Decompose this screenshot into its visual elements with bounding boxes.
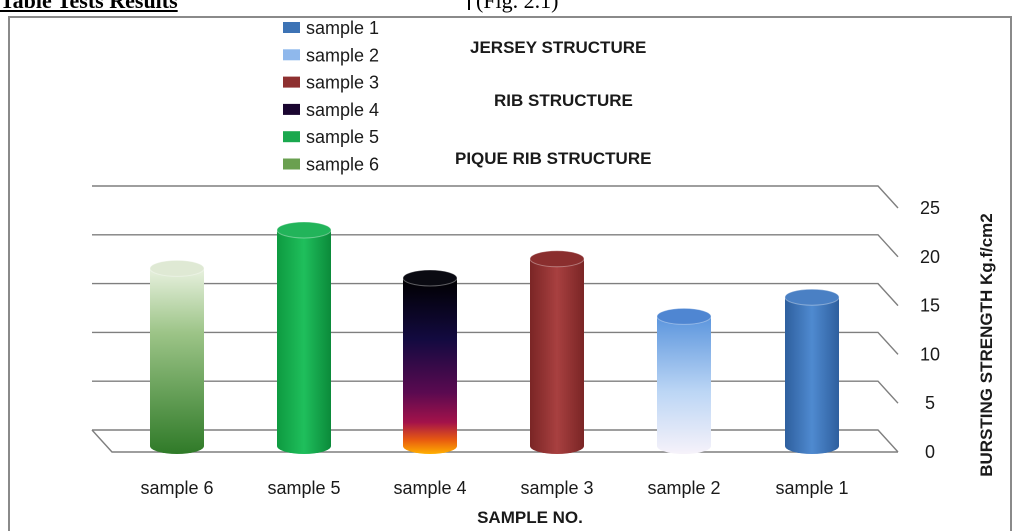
chart-annotations: JERSEY STRUCTURE RIB STRUCTURE PIQUE RIB S… xyxy=(455,38,651,168)
legend-entry: sample 6 xyxy=(283,155,379,175)
y-tick-label: 0 xyxy=(925,442,935,462)
header-divider xyxy=(468,0,470,10)
y-axis-title: BURSTING STRENGTH Kg.f/cm2 xyxy=(977,213,996,477)
y-tick-label: 5 xyxy=(925,393,935,413)
page-header: Table Tests Results (Fig. 2.1) xyxy=(0,0,1021,13)
x-category-label: sample 2 xyxy=(647,478,720,498)
bar-sample-1 xyxy=(784,288,840,454)
legend-swatch xyxy=(283,49,300,61)
bar-body xyxy=(785,297,839,454)
legend-swatch xyxy=(283,76,300,88)
chart-frame xyxy=(8,16,1012,531)
bar-top xyxy=(656,307,712,325)
legend-label: sample 2 xyxy=(306,45,379,65)
chart-bars xyxy=(149,221,840,454)
gridline xyxy=(92,429,899,453)
bar-body xyxy=(403,278,457,454)
page-header-right: (Fig. 2.1) xyxy=(468,0,559,14)
bar-body xyxy=(530,258,584,454)
bar-body xyxy=(277,230,331,454)
legend-entry: sample 2 xyxy=(283,45,379,65)
page-header-right-text: (Fig. 2.1) xyxy=(476,0,559,13)
bar-body xyxy=(657,316,711,454)
bar-top xyxy=(276,221,332,239)
bar-sample-2 xyxy=(656,307,712,454)
gridline xyxy=(92,234,899,258)
gridline xyxy=(92,282,899,307)
bar-top xyxy=(784,288,840,306)
legend-label: sample 1 xyxy=(306,18,379,38)
x-axis-title: SAMPLE NO. xyxy=(477,508,583,527)
legend-swatch xyxy=(283,103,300,115)
x-category-label: sample 4 xyxy=(393,478,466,498)
floor-edge xyxy=(91,429,898,453)
chart-gridlines xyxy=(91,185,899,453)
page-header-left: Table Tests Results xyxy=(0,0,178,13)
bar-sample-4 xyxy=(402,269,458,454)
bar-sample-6 xyxy=(149,259,205,454)
y-tick-label: 25 xyxy=(920,198,940,218)
x-category-label: sample 1 xyxy=(775,478,848,498)
legend-label: sample 3 xyxy=(306,73,379,93)
y-tick-label: 10 xyxy=(920,344,940,364)
legend-entry: sample 3 xyxy=(283,73,379,93)
bar-top xyxy=(149,259,205,277)
legend-entry: sample 4 xyxy=(283,100,379,120)
bar-sample-3 xyxy=(529,250,585,454)
legend-label: sample 5 xyxy=(306,127,379,147)
bar-top xyxy=(529,250,585,268)
legend-label: sample 4 xyxy=(306,100,379,120)
legend-swatch xyxy=(283,131,300,143)
structure-annotation: PIQUE RIB STRUCTURE xyxy=(455,149,651,168)
legend-entry: sample 1 xyxy=(283,18,379,38)
legend-label: sample 6 xyxy=(306,155,379,175)
gridline xyxy=(92,185,899,209)
x-axis-categories: sample 6 sample 5 sample 4 sample 3 sample 2… xyxy=(140,478,848,498)
legend-swatch xyxy=(283,22,300,33)
gridline xyxy=(92,380,899,404)
chart-legend: sample 1 sample 2 sample 3 sample 4 sample 5… xyxy=(283,18,379,175)
y-axis-ticks: 0 5 10 15 20 25 xyxy=(920,198,940,462)
legend-entry: sample 5 xyxy=(283,127,379,147)
bar-sample-5 xyxy=(276,221,332,454)
bar-body xyxy=(150,268,204,454)
structure-annotation: JERSEY STRUCTURE xyxy=(470,38,646,57)
x-category-label: sample 6 xyxy=(140,478,213,498)
x-category-label: sample 3 xyxy=(520,478,593,498)
legend-swatch xyxy=(283,158,300,170)
bar-top xyxy=(402,269,458,287)
x-category-label: sample 5 xyxy=(267,478,340,498)
y-tick-label: 15 xyxy=(920,296,940,316)
structure-annotation: RIB STRUCTURE xyxy=(494,91,633,110)
gridline xyxy=(92,331,899,355)
y-tick-label: 20 xyxy=(920,247,940,267)
